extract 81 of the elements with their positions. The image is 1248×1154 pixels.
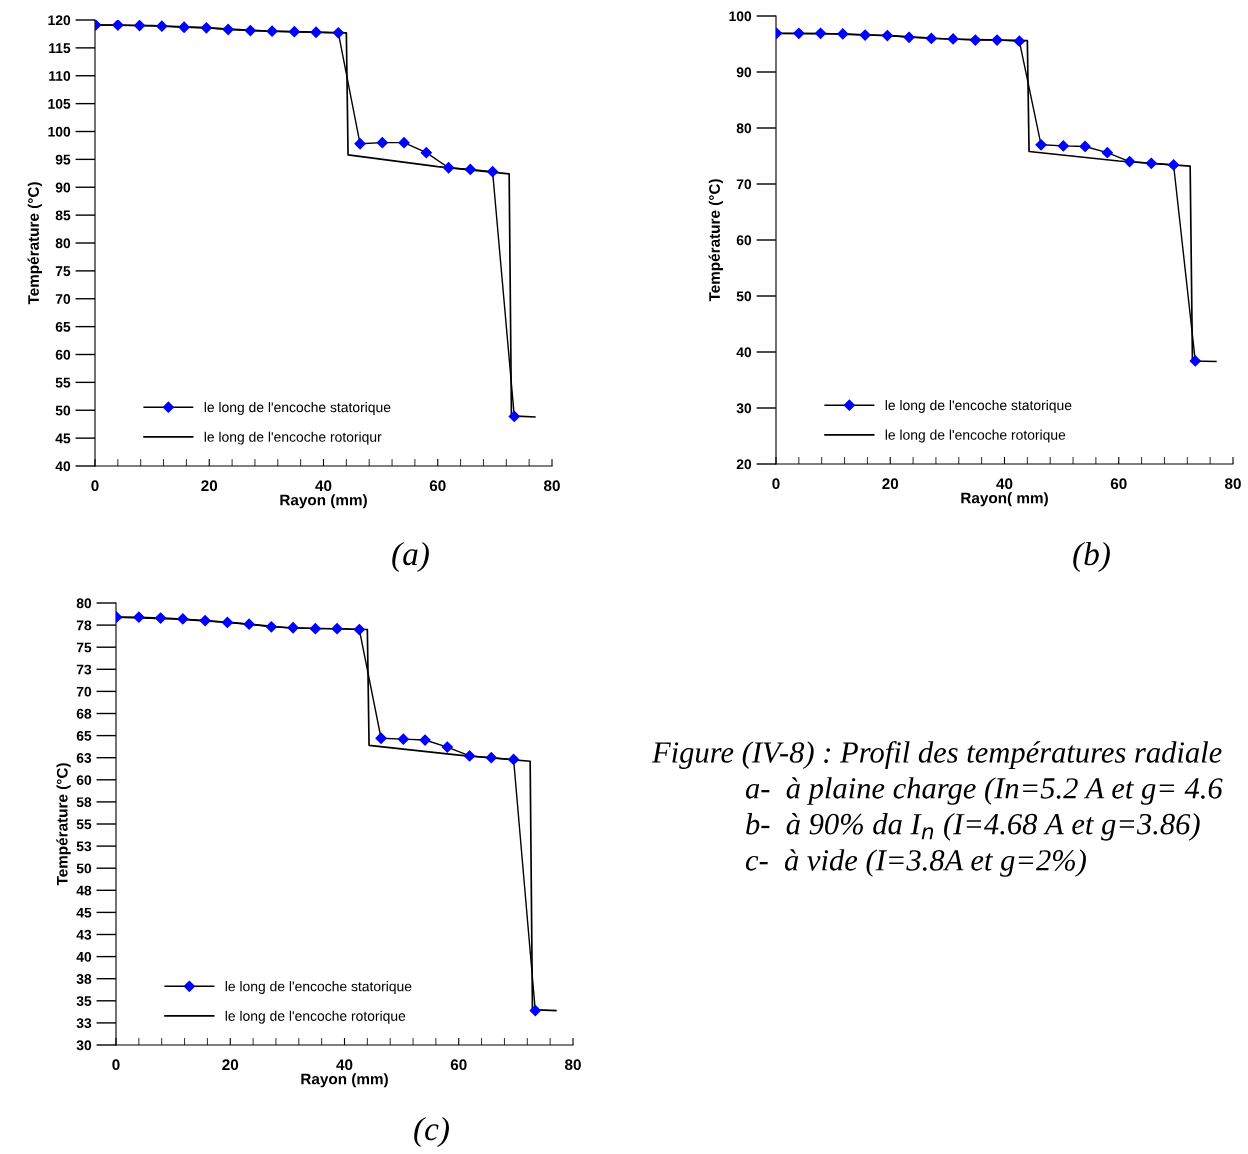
x-tick-label: 80 bbox=[1224, 478, 1241, 490]
y-tick-label: 38 bbox=[76, 974, 92, 984]
y-tick-label: 60 bbox=[736, 235, 752, 246]
y-tick-label: 80 bbox=[736, 123, 752, 134]
text: b- à 90% da I$_{n}$ (I=4.68 A et g=3.86) bbox=[746, 812, 1200, 841]
y-tick-label: 100 bbox=[729, 11, 752, 22]
y-tick-label: 48 bbox=[76, 885, 92, 896]
y-tick-label: 70 bbox=[76, 686, 92, 697]
y-tick-label: 43 bbox=[76, 929, 92, 940]
y-tick-label: 33 bbox=[76, 1018, 92, 1029]
text: (a) bbox=[392, 541, 429, 573]
text: c- à vide (I=3.8A et g=2%) bbox=[745, 849, 1086, 877]
y-tick-label: 65 bbox=[76, 730, 92, 741]
y-tick-label: 35 bbox=[76, 996, 92, 1006]
y-tick-label: 53 bbox=[76, 841, 92, 852]
x-tick-label: 20 bbox=[222, 1059, 239, 1071]
y-tick-label: 40 bbox=[55, 461, 71, 472]
x-tick-label: 40 bbox=[996, 478, 1013, 490]
legend-label: le long de l'encoche rotorique bbox=[885, 429, 1066, 443]
y-axis-title: Température (°C) bbox=[708, 179, 723, 302]
x-tick-label: 20 bbox=[201, 480, 218, 492]
y-tick-label: 50 bbox=[736, 291, 752, 302]
legend-label: le long de l'encoche rotoriqur bbox=[204, 431, 382, 445]
text: Figure (IV-8) : Profil des températures radiale bbox=[651, 740, 1222, 770]
y-axis-title: Température (°C) bbox=[56, 763, 71, 886]
x-tick-label: 60 bbox=[1110, 478, 1127, 490]
y-tick-label: 45 bbox=[76, 907, 92, 918]
x-tick-label: 0 bbox=[91, 480, 99, 492]
y-tick-label: 40 bbox=[736, 347, 752, 358]
y-tick-label: 80 bbox=[76, 598, 92, 609]
y-axis-title: Température (°C) bbox=[27, 182, 42, 305]
legend-label: le long de l'encoche rotorique bbox=[225, 1010, 406, 1024]
y-tick-label: 105 bbox=[48, 98, 71, 109]
y-tick-label: 50 bbox=[55, 405, 71, 416]
y-tick-label: 73 bbox=[76, 664, 92, 675]
x-tick-label: 40 bbox=[336, 1059, 353, 1071]
y-tick-label: 85 bbox=[55, 210, 71, 221]
x-tick-label: 40 bbox=[315, 480, 332, 492]
y-tick-label: 90 bbox=[736, 67, 752, 78]
y-tick-label: 120 bbox=[48, 15, 71, 26]
y-tick-label: 30 bbox=[76, 1040, 92, 1051]
y-tick-label: 70 bbox=[55, 294, 71, 304]
x-axis-title: Rayon (mm) bbox=[301, 1073, 388, 1088]
x-tick-label: 80 bbox=[543, 480, 560, 492]
x-tick-label: 0 bbox=[772, 478, 780, 490]
y-tick-label: 63 bbox=[76, 753, 92, 763]
y-tick-label: 75 bbox=[76, 642, 92, 653]
y-tick-label: 60 bbox=[76, 775, 92, 785]
y-tick-label: 95 bbox=[55, 154, 71, 165]
y-tick-label: 70 bbox=[736, 179, 752, 190]
y-tick-label: 75 bbox=[55, 266, 71, 277]
x-tick-label: 60 bbox=[429, 480, 446, 492]
y-tick-label: 65 bbox=[55, 321, 71, 332]
y-tick-label: 90 bbox=[55, 182, 71, 193]
y-tick-label: 68 bbox=[76, 708, 92, 719]
x-tick-label: 80 bbox=[564, 1059, 581, 1071]
y-tick-label: 45 bbox=[55, 433, 71, 444]
legend-label: le long de l'encoche statorique bbox=[885, 399, 1072, 413]
y-tick-label: 115 bbox=[49, 43, 71, 54]
text: (c) bbox=[414, 1116, 449, 1148]
x-axis-title: Rayon (mm) bbox=[280, 494, 367, 509]
y-tick-label: 58 bbox=[76, 797, 92, 808]
y-tick-label: 20 bbox=[736, 459, 752, 470]
legend-label: le long de l'encoche statorique bbox=[225, 981, 412, 995]
y-tick-label: 40 bbox=[76, 951, 92, 962]
text: a- à plaine charge (In=5.2 A et g= 4.6 bbox=[745, 777, 1223, 805]
y-tick-label: 55 bbox=[55, 377, 71, 388]
y-tick-label: 30 bbox=[736, 403, 752, 414]
x-tick-label: 60 bbox=[450, 1059, 467, 1071]
legend-label: le long de l'encoche statorique bbox=[204, 402, 391, 415]
x-tick-label: 0 bbox=[112, 1059, 120, 1071]
y-tick-label: 78 bbox=[76, 620, 92, 631]
y-tick-label: 50 bbox=[76, 863, 92, 874]
y-tick-label: 100 bbox=[48, 126, 71, 137]
x-axis-title: Rayon( mm) bbox=[961, 492, 1048, 507]
x-tick-label: 20 bbox=[882, 478, 899, 490]
y-tick-label: 80 bbox=[55, 238, 71, 249]
y-tick-label: 110 bbox=[49, 71, 71, 81]
y-tick-label: 60 bbox=[55, 349, 71, 360]
y-tick-label: 55 bbox=[76, 819, 92, 830]
text: (b) bbox=[1073, 541, 1110, 573]
